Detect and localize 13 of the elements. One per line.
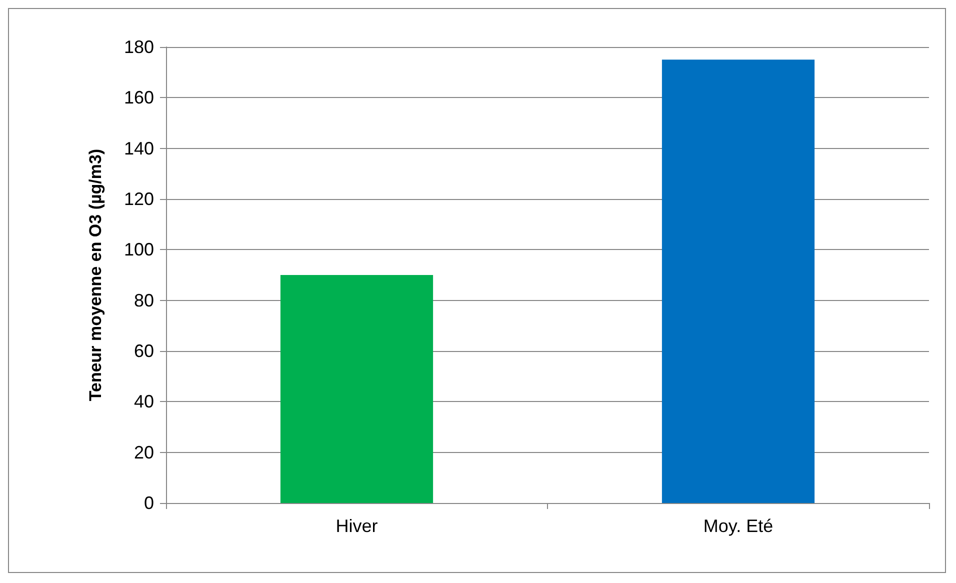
y-tick-label: 60	[134, 341, 154, 361]
y-tick-label: 180	[124, 37, 154, 57]
y-tick-label: 100	[124, 240, 154, 260]
x-tick-label: Moy. Eté	[703, 516, 774, 536]
y-tick-label: 160	[124, 88, 154, 108]
x-tick-label: Hiver	[336, 516, 378, 536]
y-tick-label: 140	[124, 138, 154, 158]
y-tick-label: 120	[124, 189, 154, 209]
y-tick-label: 0	[144, 493, 154, 513]
y-axis-title: Teneur moyenne en O3 (µg/m3)	[86, 148, 105, 402]
y-tick-label: 20	[134, 442, 154, 462]
y-tick-label: 40	[134, 392, 154, 412]
y-tick-label: 80	[134, 290, 154, 310]
